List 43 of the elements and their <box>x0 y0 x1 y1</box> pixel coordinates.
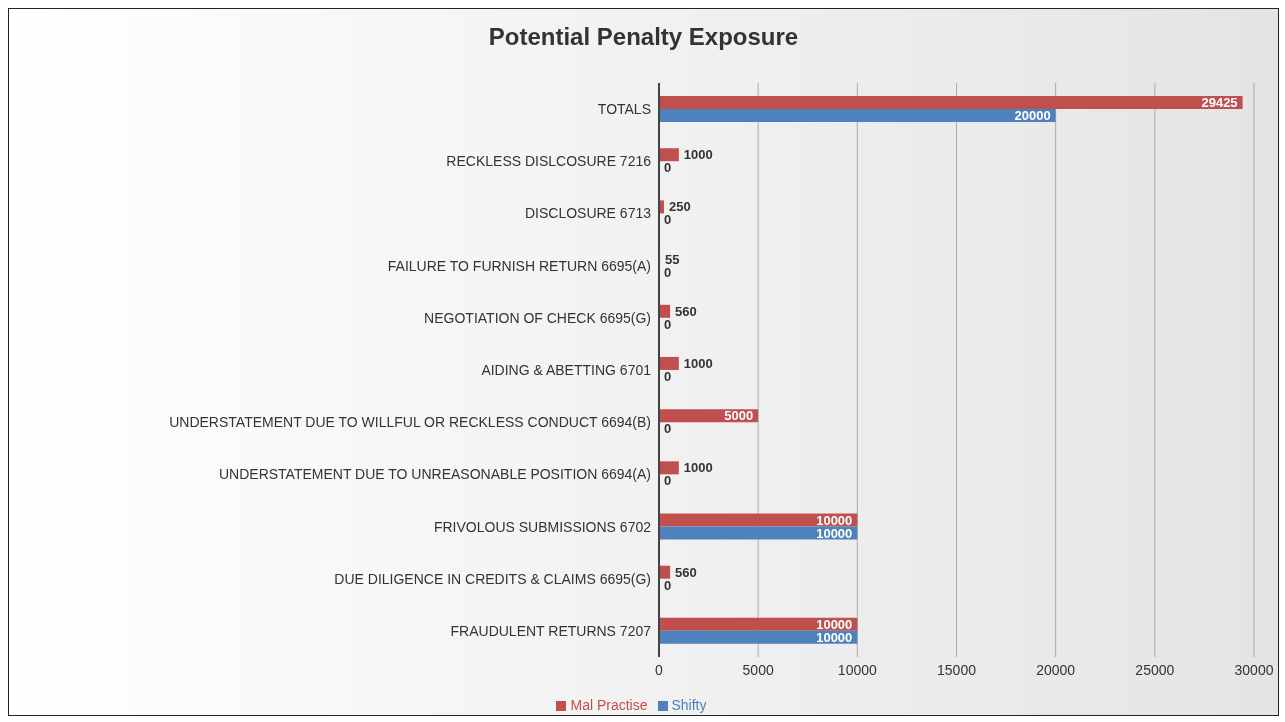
y-tick-label: UNDERSTATEMENT DUE TO UNREASONABLE POSITION 6694(A) <box>218 466 651 483</box>
x-tick-label: 25000 <box>1135 661 1175 678</box>
data-label: 0 <box>664 316 672 332</box>
data-label: 0 <box>664 577 672 593</box>
data-label: 10000 <box>816 629 853 645</box>
y-tick-label: RECKLESS DISLCOSURE 7216 <box>446 153 652 170</box>
x-tick-label: 5000 <box>742 661 774 678</box>
data-label: 0 <box>664 212 672 228</box>
y-tick-label: DISCLOSURE 6713 <box>524 205 652 222</box>
data-label: 10000 <box>816 616 853 632</box>
y-tick-label: DUE DILIGENCE IN CREDITS & CLAIMS 6695(G) <box>334 570 651 587</box>
y-tick-label: TOTALS <box>597 101 651 118</box>
data-label: 0 <box>664 369 672 384</box>
x-tick-label: 10000 <box>837 661 878 678</box>
x-tick-label: 0 <box>655 661 664 678</box>
data-label: 55 <box>665 251 680 267</box>
y-tick-label: FRAUDULENT RETURNS 7207 <box>450 622 652 639</box>
data-label: 20000 <box>1014 108 1051 124</box>
y-tick-label: AIDING & ABETTING 6701 <box>481 361 652 378</box>
data-label: 0 <box>664 473 672 489</box>
y-tick-label: UNDERSTATEMENT DUE TO WILLFUL OR RECKLESS CONDUCT 6694(B) <box>169 414 651 431</box>
y-tick-label: FAILURE TO FURNISH RETURN 6695(A) <box>387 257 651 274</box>
data-label: 5000 <box>724 408 754 424</box>
data-label: 1000 <box>683 460 713 476</box>
data-label: 0 <box>664 421 672 437</box>
data-label: 560 <box>675 564 697 580</box>
data-label: 10000 <box>816 512 853 528</box>
legend-label: Shifty <box>671 697 707 713</box>
legend-label: Mal Practise <box>570 697 648 713</box>
chart-title: Potential Penalty Exposure <box>487 22 800 52</box>
x-tick-label: 20000 <box>1036 661 1076 678</box>
data-label: 250 <box>668 199 691 215</box>
y-tick-label: NEGOTIATION OF CHECK 6695(G) <box>424 309 651 326</box>
x-tick-label: 30000 <box>1234 661 1274 678</box>
data-label: 0 <box>664 160 672 176</box>
y-tick-label: FRIVOLOUS SUBMISSIONS 6702 <box>433 518 652 535</box>
data-label: 1000 <box>683 147 713 163</box>
data-label: 29425 <box>1201 95 1238 111</box>
data-label: 0 <box>664 264 672 280</box>
data-label: 10000 <box>816 525 853 541</box>
data-label: 1000 <box>683 356 713 371</box>
x-tick-label: 15000 <box>937 661 977 678</box>
data-label: 560 <box>675 303 697 319</box>
